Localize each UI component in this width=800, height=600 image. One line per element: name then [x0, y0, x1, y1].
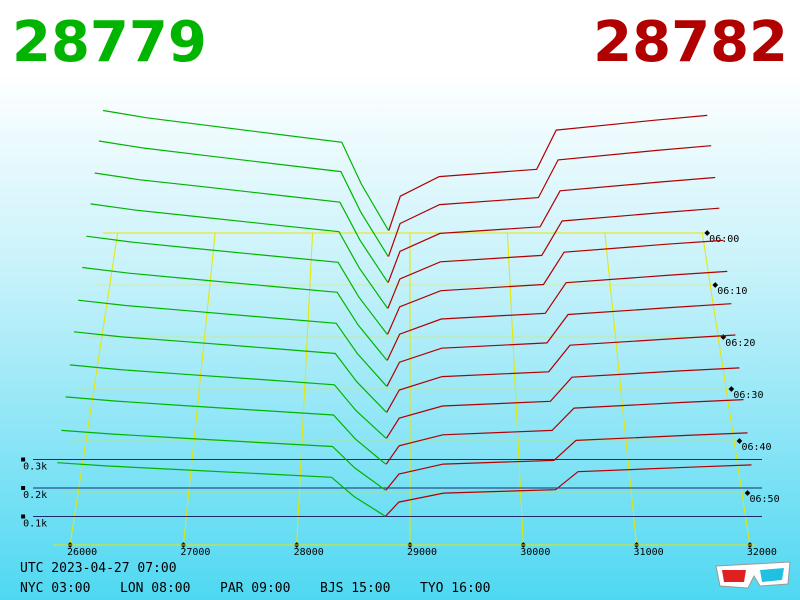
- ask-depth-line: [385, 464, 752, 517]
- clock: NYC 03:00: [20, 581, 90, 596]
- grid-line: [296, 232, 314, 546]
- ask-depth-line: [385, 399, 744, 465]
- time-tick-label: 06:10: [717, 286, 747, 297]
- grid-line: [604, 232, 638, 546]
- 3d-glasses-icon: [715, 561, 791, 589]
- bid-depth-line: [73, 331, 387, 413]
- bid-depth-line: [78, 299, 388, 387]
- x-tick-label: 29000: [407, 547, 437, 558]
- plot: 26000 27000 28000 29000 30000 31000 32000 06:00…: [21, 109, 780, 558]
- depth-tick-label: 0.2k: [23, 490, 47, 501]
- ask-price: 28782: [593, 10, 788, 75]
- bid-depth-line: [65, 396, 387, 465]
- ask-depth-line: [387, 239, 724, 335]
- grid-line: [182, 232, 216, 546]
- clocks: NYC 03:00 LON 08:00 PAR 09:00 BJS 15:00 TYO …: [20, 581, 490, 596]
- bid-depth-line: [82, 266, 388, 361]
- tick-marker: [21, 486, 26, 490]
- x-tick-label: 31000: [634, 547, 664, 558]
- time-tick-label: 06:40: [741, 442, 771, 453]
- bid-depth-line: [61, 429, 386, 491]
- ask-depth-line: [386, 303, 732, 387]
- clock: PAR 09:00: [220, 581, 290, 596]
- depth-tick-label: 0.3k: [23, 462, 47, 473]
- clock: LON 08:00: [120, 581, 190, 596]
- ask-depth-line: [386, 334, 736, 413]
- ask-depth-line: [386, 270, 728, 361]
- bid-depth-line: [90, 203, 389, 309]
- utc-time: UTC 2023-04-27 07:00: [20, 561, 177, 576]
- x-tick-label: 30000: [520, 547, 550, 558]
- bid-price: 28779: [12, 10, 207, 75]
- tick-marker: [712, 282, 719, 288]
- clock: BJS 15:00: [320, 581, 390, 596]
- bid-depth-line: [94, 172, 389, 283]
- x-tick-label: 27000: [180, 547, 210, 558]
- bid-depth-line: [103, 109, 390, 231]
- ask-depth-line: [387, 176, 716, 283]
- x-tick-label: 26000: [67, 547, 97, 558]
- depth-tick-label: 0.1k: [23, 519, 47, 530]
- tick-marker: [728, 386, 735, 392]
- time-tick-label: 06:50: [750, 494, 780, 505]
- tick-marker: [744, 490, 751, 496]
- bid-depth-line: [86, 235, 388, 335]
- bid-depth-line: [69, 364, 387, 439]
- x-tick-label: 32000: [747, 547, 777, 558]
- grid-line: [701, 232, 751, 546]
- tick-marker: [21, 457, 26, 462]
- ask-depth-line: [385, 367, 740, 439]
- ask-depth-line: [385, 432, 748, 491]
- time-tick-label: 06:00: [709, 234, 739, 245]
- ask-depth-line: [387, 207, 720, 309]
- ask-depth-line: [388, 114, 708, 231]
- x-tick-label: 28000: [294, 547, 324, 558]
- bid-depth-line: [98, 140, 389, 257]
- tick-marker: [704, 230, 711, 236]
- time-tick-label: 06:20: [725, 338, 755, 349]
- time-tick-label: 06:30: [733, 390, 763, 401]
- ask-depth-line: [387, 145, 712, 257]
- grid-line: [506, 232, 524, 546]
- grid-line: [69, 232, 119, 546]
- clock: TYO 16:00: [420, 581, 490, 596]
- tick-marker: [21, 514, 26, 519]
- tick-marker: [736, 438, 743, 444]
- bid-depth-line: [57, 462, 386, 517]
